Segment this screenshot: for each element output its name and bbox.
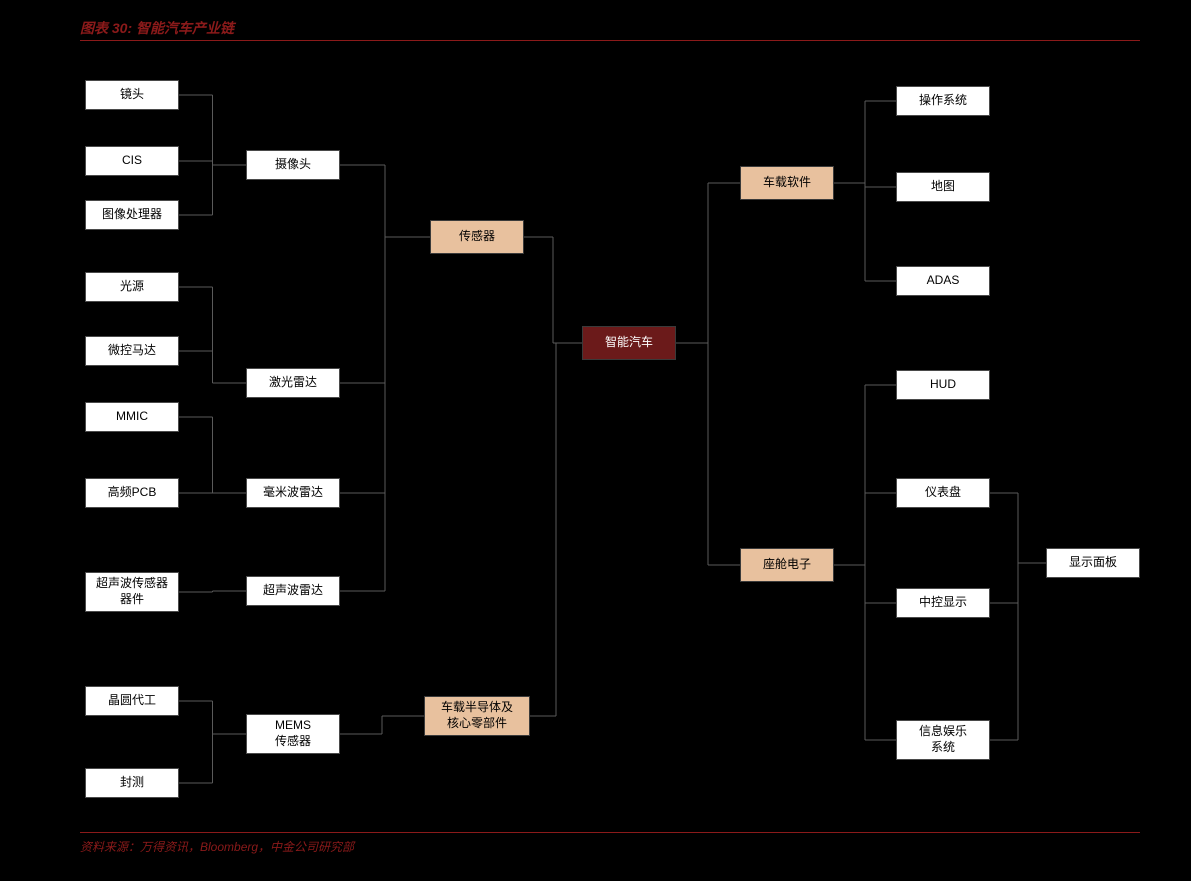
node-panel: 显示面板 — [1046, 548, 1140, 578]
node-cockpit: 座舱电子 — [740, 548, 834, 582]
node-foundry: 晶圆代工 — [85, 686, 179, 716]
node-mems: MEMS传感器 — [246, 714, 340, 754]
node-sensor: 传感器 — [430, 220, 524, 254]
node-motor: 微控马达 — [85, 336, 179, 366]
node-map: 地图 — [896, 172, 990, 202]
node-smartcar: 智能汽车 — [582, 326, 676, 360]
footer-source: 资料来源：万得资讯，Bloomberg，中金公司研究部 — [80, 838, 354, 855]
node-os: 操作系统 — [896, 86, 990, 116]
node-camera: 摄像头 — [246, 150, 340, 180]
footer-rule — [80, 832, 1140, 833]
node-usradar: 超声波雷达 — [246, 576, 340, 606]
node-adas: ADAS — [896, 266, 990, 296]
node-semi: 车载半导体及核心零部件 — [424, 696, 530, 736]
edge-layer — [0, 0, 1191, 881]
node-infotain: 信息娱乐系统 — [896, 720, 990, 760]
node-dashboard: 仪表盘 — [896, 478, 990, 508]
node-mmradar: 毫米波雷达 — [246, 478, 340, 508]
chart-title: 图表 30: 智能汽车产业链 — [80, 18, 234, 38]
node-light: 光源 — [85, 272, 179, 302]
node-pkg: 封测 — [85, 768, 179, 798]
node-isp: 图像处理器 — [85, 200, 179, 230]
node-centerdisp: 中控显示 — [896, 588, 990, 618]
node-hfpcb: 高频PCB — [85, 478, 179, 508]
node-ultra_dev: 超声波传感器器件 — [85, 572, 179, 612]
node-sw: 车载软件 — [740, 166, 834, 200]
node-lidar: 激光雷达 — [246, 368, 340, 398]
node-mmic: MMIC — [85, 402, 179, 432]
node-cis: CIS — [85, 146, 179, 176]
node-lens: 镜头 — [85, 80, 179, 110]
node-hud: HUD — [896, 370, 990, 400]
title-rule — [80, 40, 1140, 41]
